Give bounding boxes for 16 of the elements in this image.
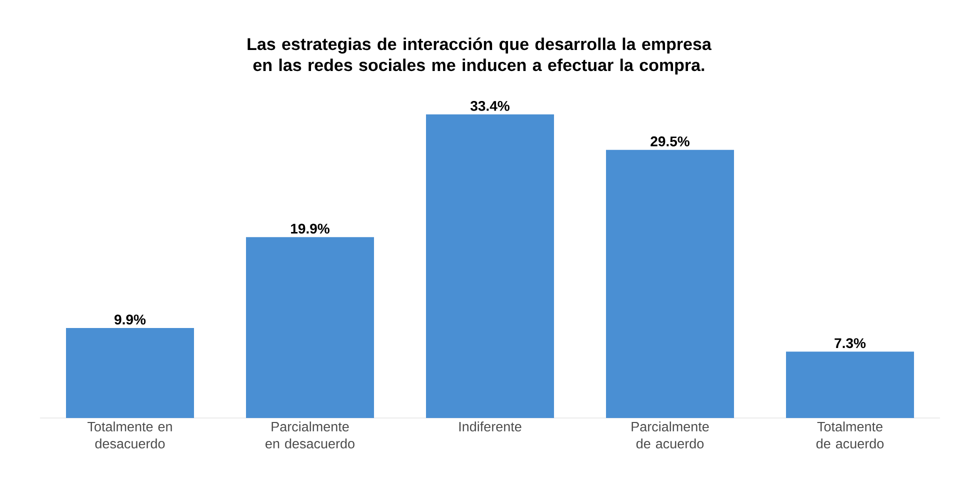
x-tick-label: Totalmente de acuerdo: [816, 422, 884, 448]
data-label: 33.4%: [470, 100, 510, 111]
bar: [606, 150, 734, 418]
bar: [786, 352, 914, 418]
x-tick-label: Parcialmente en desacuerdo: [266, 422, 354, 448]
bar: [246, 237, 374, 418]
x-tick-label: Parcialmente de acuerdo: [632, 422, 709, 448]
bar: [426, 114, 554, 418]
data-label: 9.9%: [114, 314, 146, 324]
x-tick-label: Indiferente: [459, 422, 522, 432]
x-tick-label: Totalmente en desacuerdo: [88, 422, 172, 448]
data-label: 29.5%: [650, 136, 690, 146]
data-label: 7.3%: [834, 338, 866, 348]
data-label: 19.9%: [291, 224, 330, 234]
chart-title: Las estrategias de interacción que desarrolla la empresa en las redes sociales me inducen a efectuar la compra.: [248, 37, 712, 74]
bar: [66, 328, 194, 418]
